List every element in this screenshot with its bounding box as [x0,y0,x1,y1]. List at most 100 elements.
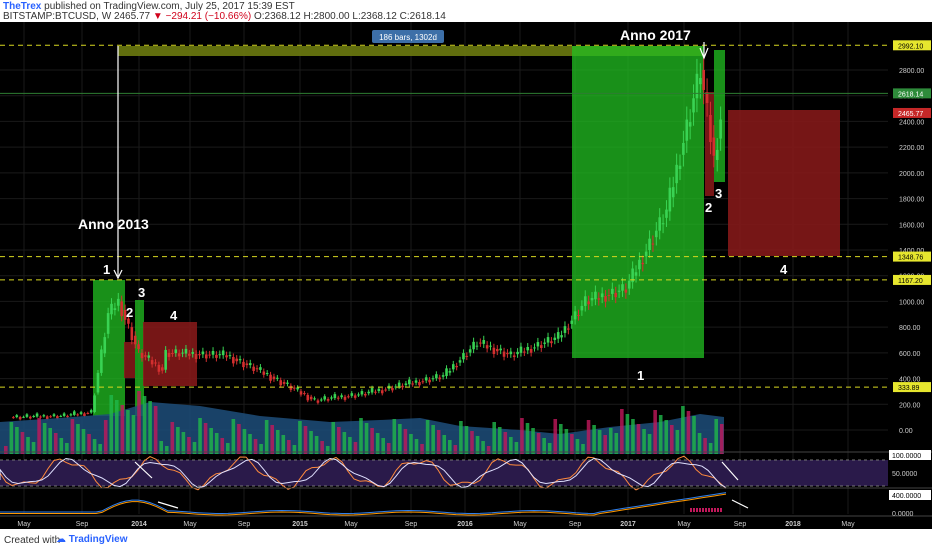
chart-footer: Created with ☁ TradingView [0,529,932,550]
price-tag-label: 1167.20 [898,278,923,285]
volume-bar [231,419,236,454]
volume-bar [414,439,419,454]
volume-bar [42,423,47,454]
x-tick-label: 2015 [292,521,308,528]
volume-bar [620,409,624,454]
volume-bar [364,423,369,454]
tradingview-logo[interactable]: ☁ TradingView [56,534,128,545]
price-tag-box [893,251,931,262]
candle [72,411,76,415]
x-tick-label: 2016 [457,521,473,528]
volume-bar [314,436,319,454]
candle [407,379,411,385]
y-tick-label: 1000.00 [899,299,924,306]
candle [191,352,195,354]
candle [435,374,438,379]
candle [367,391,370,394]
candle [688,122,692,127]
volume-bar [503,432,508,454]
candle [330,397,333,399]
symbol-label: BITSTAMP:BTCUSD, W [3,11,112,22]
candle [35,413,39,417]
volume-bar [176,427,180,454]
volume-bar [525,423,530,454]
candle [265,373,269,375]
price-tag-label: 333.89 [898,385,920,392]
volume-bar [547,443,552,454]
candle [665,209,668,218]
candle [364,394,367,396]
y-tick-label: 1800.00 [899,197,924,204]
volume-bar [531,428,535,454]
candle [357,394,360,396]
volume-bar [647,434,652,454]
candle [539,345,543,348]
candle [282,382,286,384]
y-tick-label: 400.00 [899,377,921,384]
volume-bar [187,437,191,454]
candle [472,341,475,350]
volume-bar [492,422,496,454]
candle [336,397,340,399]
candle [583,296,587,306]
candle [428,379,431,383]
wave-2017-label-1: 1 [637,368,644,383]
candle [567,328,570,330]
stoch-d-line [0,457,727,489]
y-tick-label: 800.00 [899,325,921,332]
candle [702,70,705,90]
macd-line [0,492,727,515]
stoch-arrow-2013 [134,461,153,479]
wave4-2017-zone [728,110,840,256]
candle [712,137,716,156]
wave3-2013-zone [135,300,144,416]
volume-bar [209,428,213,454]
candle [709,115,712,143]
candle [604,296,607,302]
candle [502,351,506,357]
candle [570,320,574,324]
volume-bar [148,401,152,454]
author-name[interactable]: TheTrex [3,1,42,12]
candle [140,352,144,359]
candle [259,367,262,370]
candle [276,377,279,379]
volume-bar [226,443,230,454]
candle [600,293,604,298]
volume-bar [26,437,30,454]
volume-bar [636,424,641,454]
candle [286,382,289,384]
candle [421,381,425,383]
cloud-icon: ☁ [56,534,69,545]
volume-bar [65,443,69,454]
volume-bar [253,439,258,454]
stoch-band [0,460,888,486]
x-tick-label: May [183,521,197,528]
volume-bar [192,442,197,454]
volume-bar [337,427,341,454]
x-tick-label: Sep [405,521,418,528]
candle [225,355,228,358]
volume-bar [342,432,347,454]
candle [516,351,519,355]
candle [147,355,151,358]
candle [127,318,130,324]
volume-bar [126,410,130,454]
price-tag-box [893,274,931,285]
x-tick-label: Sep [734,521,747,528]
wave1-2017-zone [572,46,704,358]
volume-bar [198,418,202,454]
wave-2013-label-4: 4 [170,308,178,323]
candle [306,394,310,401]
candle [489,345,492,347]
candle [137,344,140,349]
x-tick-label: Sep [238,521,251,528]
candle [374,391,377,393]
macd-axis-label: 400.0000 [892,493,921,500]
volume-bar [120,405,125,454]
candle [394,386,398,388]
price-tag-box [893,88,931,99]
candle [418,382,421,386]
price-tag-label: 2618.14 [898,91,923,98]
